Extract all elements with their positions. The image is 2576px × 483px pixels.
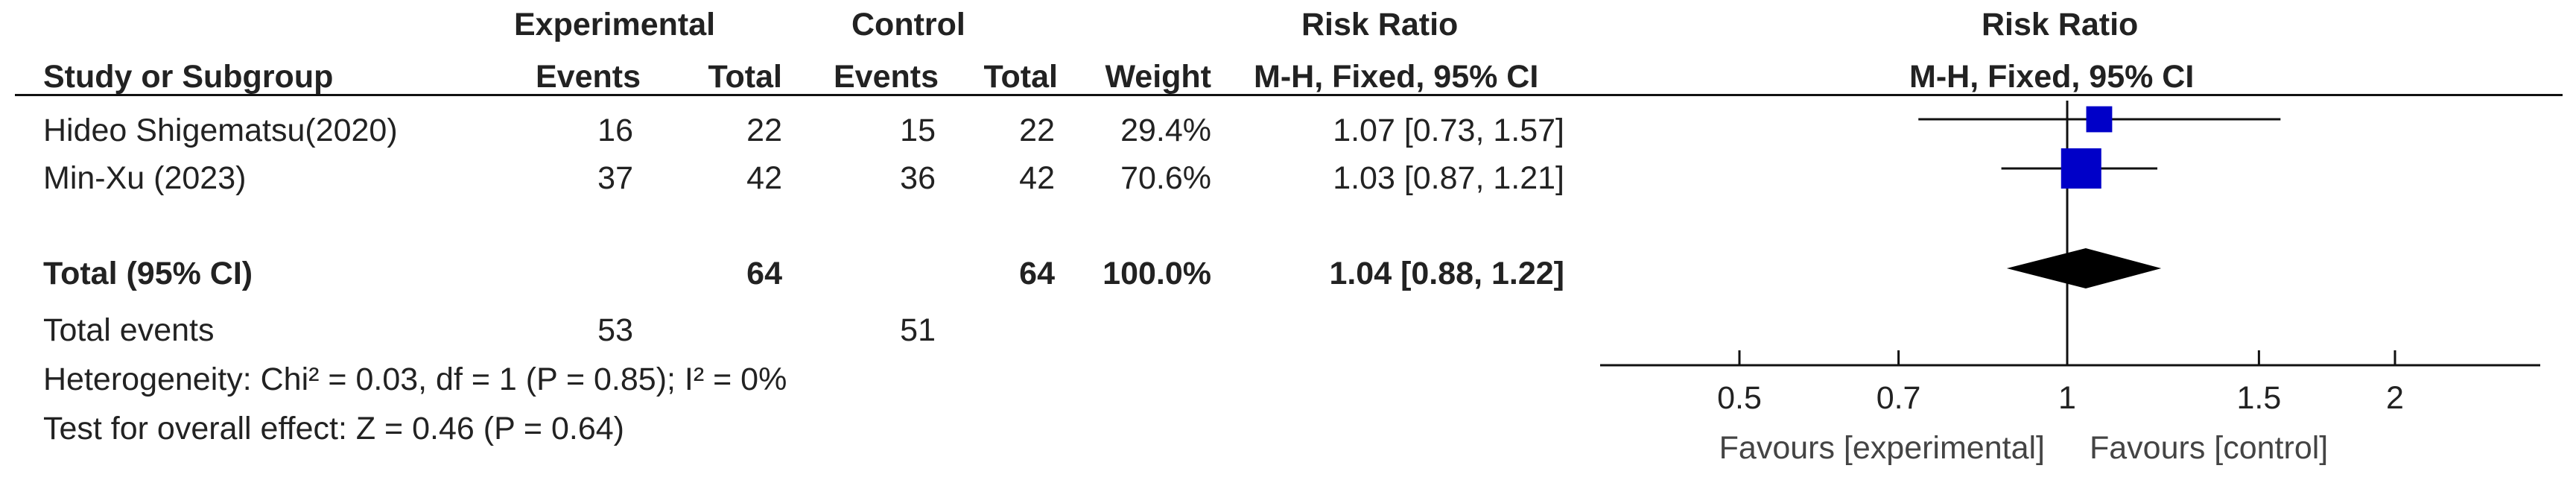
exp-total-value: 22 <box>746 113 782 148</box>
favours-experimental-label: Favours [experimental] <box>1719 430 2045 466</box>
favours-control-label: Favours [control] <box>2090 430 2328 466</box>
x-tick-label: 1.5 <box>2236 380 2281 416</box>
study-name: Hideo Shigematsu(2020) <box>43 113 398 148</box>
ctl-total-value: 42 <box>1019 160 1055 196</box>
exp-total-value: 42 <box>746 160 782 196</box>
heterogeneity-text: Heterogeneity: Chi² = 0.03, df = 1 (P = … <box>43 362 787 397</box>
plot-method-header: M-H, Fixed, 95% CI <box>1909 59 2195 95</box>
exp-events-header: Events <box>535 59 641 95</box>
total-weight: 100.0% <box>1103 256 1211 291</box>
weight-value: 70.6% <box>1120 160 1211 196</box>
ci-value: 1.03 [0.87, 1.21] <box>1333 160 1564 196</box>
ctl-events-header: Events <box>833 59 939 95</box>
plot-title: Risk Ratio <box>1982 7 2139 42</box>
weight-header: Weight <box>1105 59 1211 95</box>
x-tick-label: 2 <box>2386 380 2404 416</box>
ctl-events-value: 15 <box>900 113 936 148</box>
ci-value: 1.07 [0.73, 1.57] <box>1333 113 1564 148</box>
overall-effect-text: Test for overall effect: Z = 0.46 (P = 0… <box>43 411 624 446</box>
ctl-events-value: 36 <box>900 160 936 196</box>
total-ctl-total: 64 <box>1019 256 1055 291</box>
study-effect-marker <box>2061 148 2101 189</box>
exp-total-header: Total <box>708 59 782 95</box>
exp-events-value: 37 <box>597 160 633 196</box>
total-exp-total: 64 <box>746 256 782 291</box>
study-column-header: Study or Subgroup <box>43 59 334 95</box>
x-tick-label: 1 <box>2058 380 2076 416</box>
control-group-header: Control <box>851 7 965 42</box>
total-events-label: Total events <box>43 312 215 348</box>
study-name: Min-Xu (2023) <box>43 160 247 196</box>
total-events-ctl: 51 <box>900 312 936 348</box>
total-events-exp: 53 <box>597 312 633 348</box>
experimental-group-header: Experimental <box>514 7 716 42</box>
risk-ratio-table-header: Risk Ratio <box>1301 7 1459 42</box>
total-row-label: Total (95% CI) <box>43 256 253 291</box>
header-divider-line <box>15 94 2563 96</box>
weight-value: 29.4% <box>1120 113 1211 148</box>
x-tick-label: 0.7 <box>1877 380 1921 416</box>
exp-events-value: 16 <box>597 113 633 148</box>
study-effect-marker <box>2086 106 2113 133</box>
ctl-total-value: 22 <box>1019 113 1055 148</box>
x-tick-label: 0.5 <box>1717 380 1762 416</box>
total-ci-value: 1.04 [0.88, 1.22] <box>1329 256 1564 291</box>
ctl-total-header: Total <box>983 59 1058 95</box>
summary-diamond <box>2006 248 2162 288</box>
ci-method-header: M-H, Fixed, 95% CI <box>1254 59 1539 95</box>
